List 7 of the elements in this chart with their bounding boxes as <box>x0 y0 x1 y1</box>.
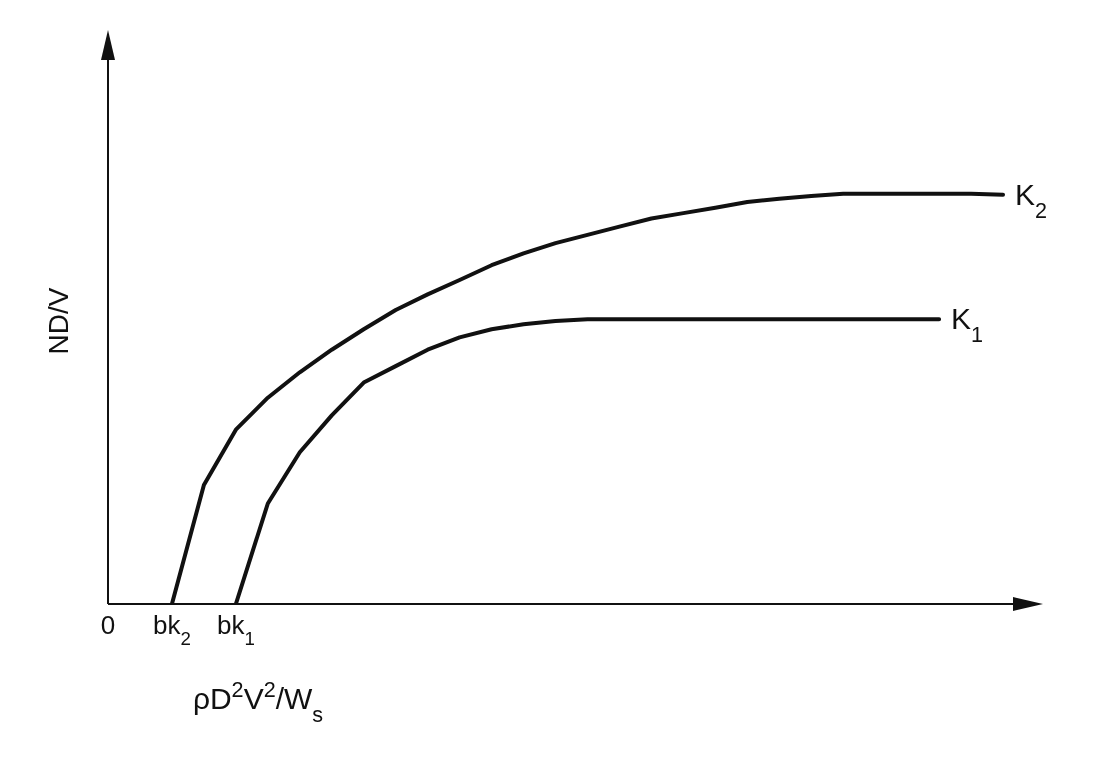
series-label: K$_{1}$ <box>951 302 984 347</box>
x-axis-title: ρD$^{2}$V$^{2}$/W$_{s}$ <box>192 676 324 727</box>
y-axis-title: ND/V <box>43 287 74 355</box>
x-tick-label: 0 <box>100 610 116 640</box>
series-label: K$_{2}$ <box>1015 177 1048 223</box>
x-tick-label: bk$_{2}$ <box>152 610 191 649</box>
x-tick-label: bk$_{1}$ <box>216 610 255 649</box>
